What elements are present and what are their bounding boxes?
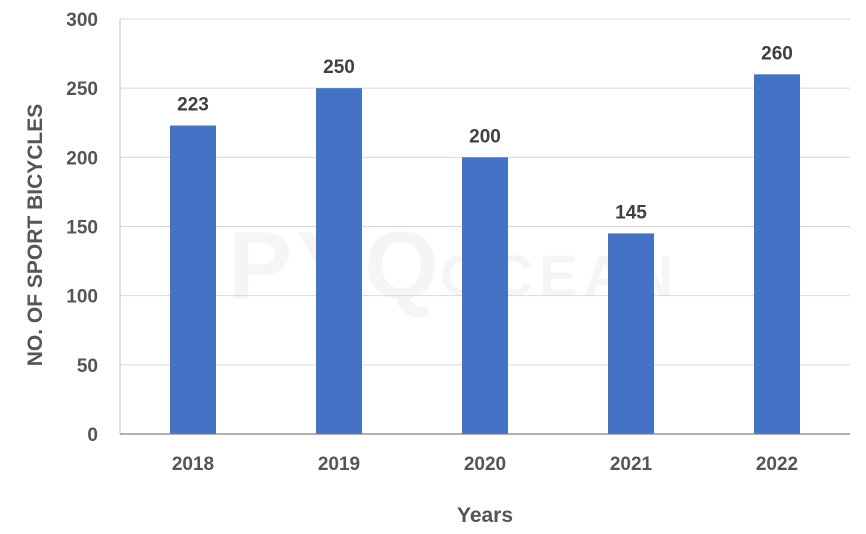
data-label-2018: 223 [177,95,209,116]
x-tick-label: 2022 [756,454,798,475]
y-tick-label: 50 [77,356,98,377]
y-tick-label: 150 [66,218,98,239]
x-axis-title: Years [457,504,513,527]
y-tick-label: 100 [66,287,98,308]
bar-2018 [170,125,216,435]
x-tick-label: 2019 [318,454,360,475]
y-axis-title: NO. OF SPORT BICYCLES [24,104,47,367]
x-tick-label: 2020 [464,454,506,475]
x-tick-labels: 2018 2019 2020 2021 2022 [172,454,798,475]
x-tick-label: 2021 [610,454,653,475]
x-tick-label: 2018 [172,454,214,475]
data-label-2022: 260 [761,43,793,64]
y-tick-label: 300 [66,10,98,31]
y-tick-label: 200 [66,148,98,169]
data-label-2020: 200 [469,126,501,147]
bar-2019 [316,88,362,435]
bars [170,74,800,435]
data-labels: 223 250 200 145 260 [177,43,793,223]
y-tick-label: 0 [87,425,98,446]
y-tick-labels: 0 50 100 150 200 250 300 [66,10,98,446]
bar-2021 [608,233,654,434]
y-tick-label: 250 [66,79,98,100]
bar-2022 [754,74,800,434]
bar-2020 [462,157,508,435]
data-label-2021: 145 [615,202,647,223]
data-label-2019: 250 [323,57,355,78]
